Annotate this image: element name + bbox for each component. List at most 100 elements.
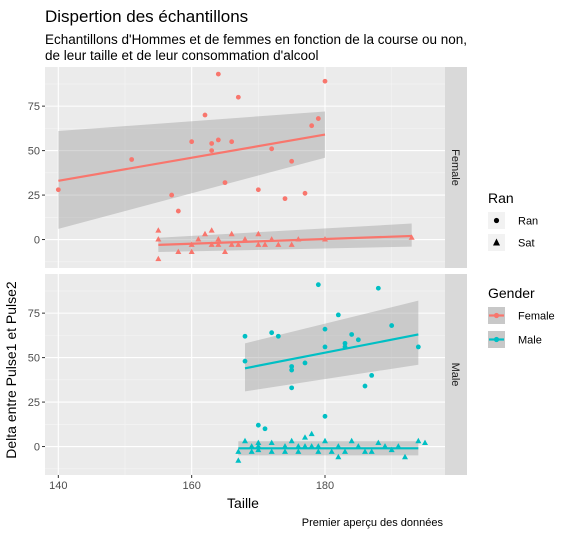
- facet-strip: [445, 274, 467, 475]
- y-tick-label: 75: [28, 101, 40, 113]
- data-point-sat: [335, 443, 342, 449]
- data-point-sat: [268, 448, 275, 454]
- data-point-sat: [195, 236, 202, 242]
- legend-ran-title: Ran: [488, 190, 514, 206]
- data-point-sat: [155, 255, 162, 262]
- data-point-ran: [355, 337, 361, 343]
- data-point-sat: [255, 439, 262, 445]
- y-tick-label: 25: [28, 190, 40, 202]
- ran-fit-line: [244, 333, 419, 370]
- data-point-sat: [335, 453, 342, 460]
- data-point-ran: [209, 141, 215, 146]
- data-point-ran: [175, 208, 181, 214]
- data-point-sat: [275, 241, 282, 247]
- data-point-ran: [342, 340, 348, 346]
- data-point-sat: [295, 448, 302, 454]
- data-point-sat: [355, 443, 362, 449]
- data-point-sat: [422, 439, 428, 445]
- data-point-ran: [202, 112, 208, 118]
- data-point-ran: [369, 372, 375, 378]
- data-point-sat: [368, 448, 375, 454]
- data-point-sat: [395, 443, 402, 449]
- data-point-ran: [335, 312, 341, 318]
- sat-fit-line: [158, 234, 412, 246]
- chart-subtitle-line-1: Echantillons d'Hommes et de femmes en fo…: [45, 32, 467, 47]
- data-point-sat: [255, 241, 262, 247]
- data-point-ran: [215, 71, 221, 77]
- legend-gender-label-male: Male: [518, 335, 542, 347]
- data-point-sat: [208, 241, 215, 247]
- data-point-sat: [202, 230, 208, 237]
- chart-subtitle-line-2: de leur taille et de leur consommation d…: [45, 48, 318, 63]
- data-point-sat: [328, 448, 335, 454]
- data-point-ran: [262, 426, 268, 432]
- data-point-sat: [235, 241, 242, 247]
- data-point-sat: [288, 241, 295, 247]
- legend-triangle-icon: [493, 238, 500, 246]
- data-point-sat: [215, 236, 222, 242]
- data-point-sat: [302, 443, 308, 449]
- data-point-ran: [342, 344, 348, 350]
- legend-male-point: [493, 336, 500, 343]
- data-point-ran: [309, 123, 315, 129]
- data-point-sat: [188, 248, 195, 254]
- legend-ran-label-ran: Ran: [518, 216, 538, 228]
- data-point-ran: [362, 383, 368, 389]
- legend-gender-title: Gender: [488, 285, 535, 301]
- data-point-sat: [302, 434, 308, 440]
- chart-caption: Premier aperçu des données: [302, 517, 444, 529]
- data-point-sat: [248, 448, 255, 454]
- data-point-ran: [129, 157, 135, 162]
- data-point-sat: [408, 234, 415, 240]
- x-tick-label: 180: [316, 480, 334, 492]
- data-point-sat: [155, 236, 162, 242]
- data-point-sat: [282, 448, 288, 454]
- legend-circle-icon: [493, 217, 500, 224]
- data-point-ran: [389, 323, 395, 328]
- x-tick-label: 140: [49, 480, 67, 492]
- x-axis: 140 160 180: [49, 475, 334, 492]
- data-point-ran: [349, 332, 355, 337]
- data-point-ran: [375, 285, 381, 291]
- data-point-ran: [302, 190, 308, 196]
- y-tick-label: 50: [28, 353, 40, 365]
- data-point-sat: [188, 241, 195, 247]
- data-point-sat: [155, 227, 162, 233]
- data-point-ran: [289, 158, 295, 164]
- panel-background: [45, 67, 445, 268]
- data-point-sat: [235, 448, 242, 454]
- chart-title: Dispertion des échantillons: [45, 7, 248, 26]
- data-point-sat: [295, 443, 302, 449]
- data-point-ran: [242, 333, 248, 339]
- data-point-sat: [308, 443, 315, 449]
- data-point-ran: [289, 385, 295, 391]
- data-point-ran: [315, 116, 321, 121]
- facet-strip: [445, 67, 467, 268]
- data-point-sat: [242, 236, 248, 242]
- data-point-sat: [228, 230, 235, 237]
- data-point-sat: [215, 241, 222, 247]
- data-point-sat: [235, 457, 242, 463]
- data-point-sat: [308, 430, 315, 437]
- ran-confidence-band: [58, 111, 325, 229]
- data-point-ran: [189, 139, 195, 145]
- facet-strip-label: Male: [449, 363, 461, 387]
- data-point-sat: [382, 443, 388, 449]
- data-point-ran: [235, 94, 241, 100]
- data-point-ran: [322, 326, 328, 332]
- data-point-sat: [315, 448, 322, 454]
- data-point-ran: [289, 364, 295, 369]
- x-axis-title: Taille: [227, 495, 259, 511]
- y-axis-title: Delta entre Pulse1 et Pulse2: [3, 281, 19, 459]
- data-point-sat: [375, 439, 382, 445]
- data-point-sat: [282, 443, 288, 449]
- data-point-sat: [295, 236, 302, 242]
- data-point-ran: [255, 422, 261, 428]
- data-point-sat: [228, 241, 235, 247]
- data-point-ran: [255, 187, 261, 193]
- facet-panel-male: 0 25 50 75 Male: [28, 274, 467, 475]
- sat-confidence-band: [158, 223, 412, 252]
- data-point-sat: [362, 448, 368, 454]
- data-point-ran: [209, 148, 215, 154]
